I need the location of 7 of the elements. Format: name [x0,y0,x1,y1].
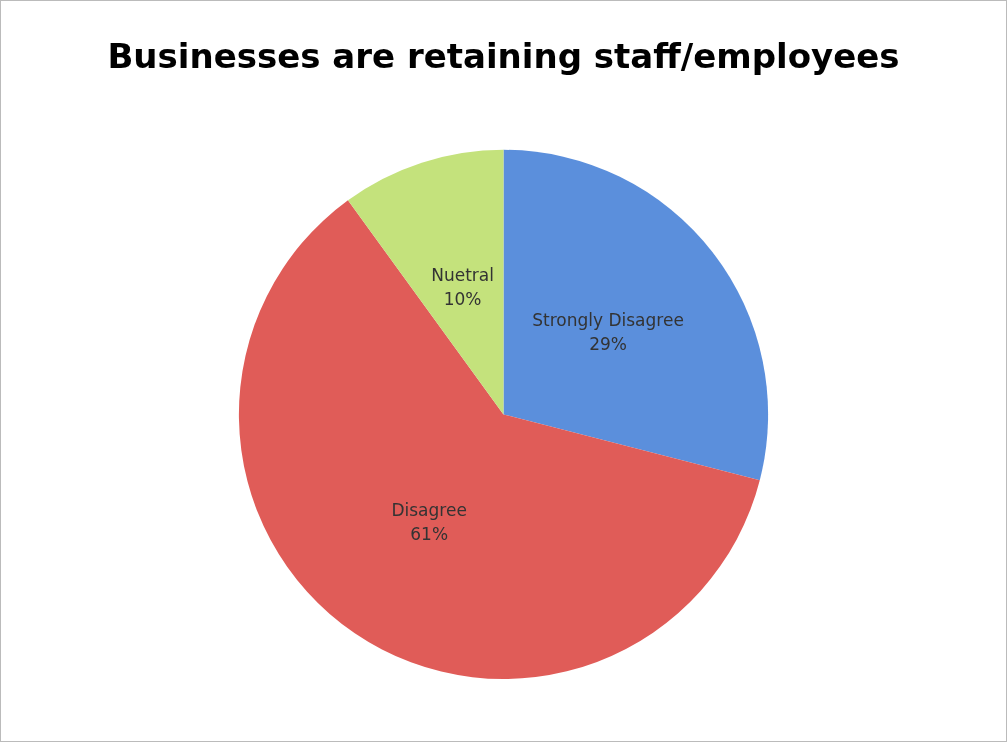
data-label: 29% [589,333,627,354]
data-label: 10% [443,289,482,309]
slice-label: Strongly Disagree [532,309,684,330]
chart-title: Businesses are retaining staff/employees [107,36,900,77]
slice-label: Nuetral [431,265,494,285]
data-label: 61% [410,524,449,545]
slice-label: Disagree [391,500,467,521]
